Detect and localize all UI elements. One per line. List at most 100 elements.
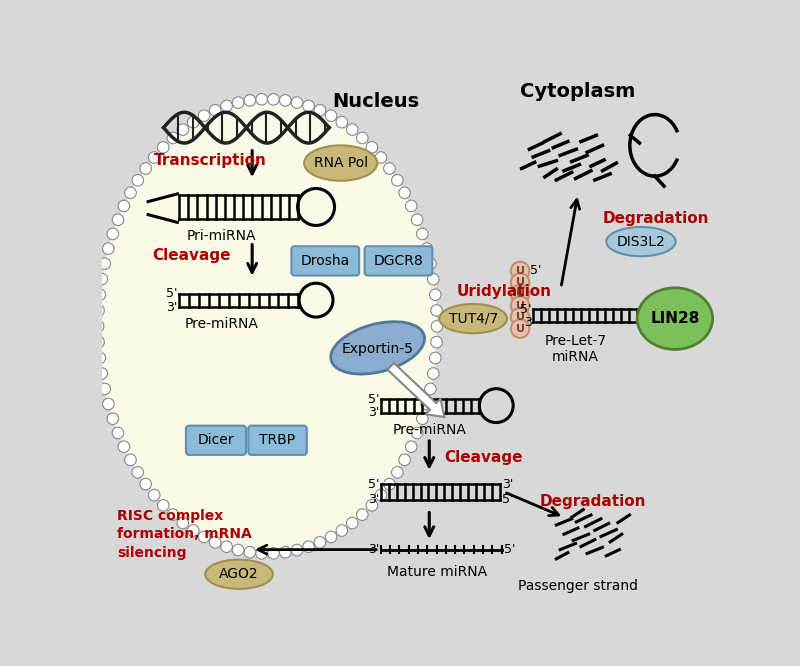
Circle shape (167, 509, 178, 520)
Circle shape (366, 142, 378, 153)
Circle shape (375, 490, 386, 501)
Text: Degradation: Degradation (539, 494, 646, 509)
Text: Dicer: Dicer (198, 434, 234, 448)
Circle shape (256, 93, 267, 105)
Circle shape (302, 541, 314, 553)
FancyBboxPatch shape (291, 246, 359, 276)
Circle shape (221, 541, 232, 553)
Text: Pri-miRNA: Pri-miRNA (186, 229, 256, 243)
Circle shape (417, 228, 428, 240)
Text: 5': 5' (368, 478, 379, 491)
Circle shape (149, 152, 160, 163)
Text: Pre-miRNA: Pre-miRNA (185, 317, 258, 331)
Text: 3': 3' (502, 478, 514, 491)
Text: Exportin-5: Exportin-5 (342, 342, 414, 356)
Circle shape (232, 544, 244, 556)
Text: Passenger strand: Passenger strand (518, 579, 638, 593)
Text: 5': 5' (520, 303, 532, 316)
Circle shape (92, 320, 104, 332)
Circle shape (384, 163, 395, 174)
Circle shape (336, 117, 347, 128)
Circle shape (411, 427, 423, 439)
Circle shape (430, 305, 442, 316)
Circle shape (125, 187, 136, 198)
Ellipse shape (330, 322, 425, 374)
Text: Transcription: Transcription (154, 153, 267, 168)
Circle shape (112, 214, 124, 226)
Text: U: U (516, 289, 525, 299)
Circle shape (99, 383, 110, 395)
Text: RNA Pol: RNA Pol (314, 156, 368, 170)
Ellipse shape (205, 559, 273, 589)
FancyArrow shape (387, 363, 444, 417)
Text: U: U (516, 278, 525, 288)
Circle shape (430, 289, 441, 300)
Circle shape (279, 546, 291, 558)
Circle shape (399, 187, 410, 198)
Circle shape (421, 398, 433, 410)
Circle shape (102, 243, 114, 254)
Ellipse shape (439, 304, 507, 333)
Circle shape (94, 352, 106, 364)
Circle shape (511, 285, 530, 303)
Circle shape (210, 537, 221, 548)
Text: 5': 5' (368, 393, 379, 406)
Text: U: U (516, 324, 525, 334)
Text: Pre-miRNA: Pre-miRNA (392, 424, 466, 438)
Circle shape (357, 133, 368, 144)
Circle shape (96, 273, 108, 285)
Circle shape (314, 537, 326, 548)
Circle shape (96, 368, 108, 380)
Circle shape (125, 454, 136, 466)
Text: 5': 5' (504, 543, 515, 556)
Circle shape (411, 214, 423, 226)
Ellipse shape (304, 145, 378, 180)
Circle shape (99, 258, 110, 270)
Circle shape (187, 525, 199, 536)
Circle shape (244, 95, 256, 106)
Circle shape (417, 413, 428, 424)
Text: Cleavage: Cleavage (445, 450, 523, 465)
Circle shape (279, 95, 291, 106)
Text: Mature miRNA: Mature miRNA (387, 565, 487, 579)
Circle shape (391, 467, 403, 478)
Circle shape (511, 320, 530, 338)
Text: 5': 5' (530, 264, 542, 277)
Circle shape (198, 110, 210, 121)
Circle shape (256, 547, 267, 559)
Circle shape (118, 441, 130, 452)
Circle shape (511, 308, 530, 326)
Circle shape (221, 100, 232, 112)
Text: 3: 3 (524, 316, 532, 329)
FancyBboxPatch shape (186, 426, 246, 455)
Circle shape (132, 174, 143, 186)
Circle shape (107, 228, 118, 240)
Circle shape (430, 352, 441, 364)
Circle shape (427, 273, 439, 285)
Circle shape (140, 163, 151, 174)
FancyBboxPatch shape (365, 246, 432, 276)
Text: 3': 3' (368, 493, 379, 506)
Circle shape (375, 152, 386, 163)
Circle shape (425, 258, 436, 270)
Text: 3': 3' (166, 300, 178, 314)
Circle shape (326, 110, 337, 121)
Circle shape (391, 174, 403, 186)
Text: Degradation: Degradation (602, 211, 709, 226)
Circle shape (118, 200, 130, 212)
Circle shape (94, 289, 106, 300)
Circle shape (102, 398, 114, 410)
Text: Drosha: Drosha (301, 254, 350, 268)
Circle shape (302, 100, 314, 112)
Circle shape (431, 320, 442, 332)
Circle shape (430, 336, 442, 348)
Circle shape (336, 525, 347, 536)
Text: U: U (516, 312, 525, 322)
Circle shape (384, 478, 395, 490)
Circle shape (112, 427, 124, 439)
Circle shape (291, 544, 302, 556)
Circle shape (244, 546, 256, 558)
Text: LIN28: LIN28 (650, 311, 699, 326)
Circle shape (511, 273, 530, 292)
Text: Pre-Let-7
miRNA: Pre-Let-7 miRNA (545, 334, 606, 364)
